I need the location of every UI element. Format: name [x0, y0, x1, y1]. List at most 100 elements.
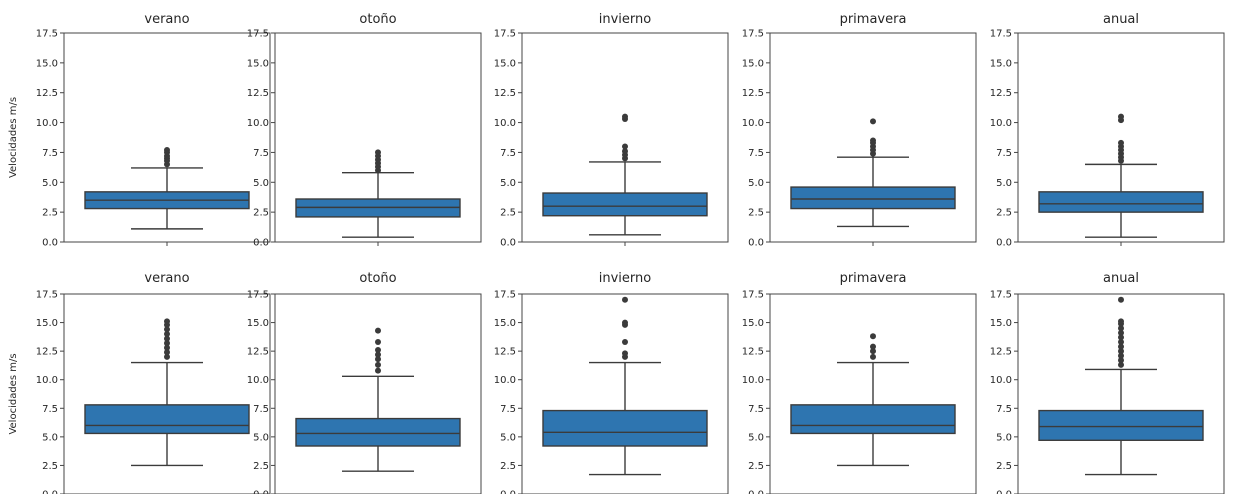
outlier-point	[870, 353, 876, 360]
y-tick-label: 2.5	[996, 461, 1012, 472]
y-tick-label: 2.5	[42, 461, 58, 472]
y-tick-label: 0.0	[42, 238, 58, 249]
box-iqr	[542, 409, 708, 447]
panel-title: verano	[144, 271, 189, 286]
outlier-point	[375, 339, 381, 345]
y-tick-label: 15.0	[990, 318, 1012, 329]
y-tick-label: 10.0	[247, 375, 269, 386]
y-tick-label: 15.0	[742, 318, 764, 329]
y-tick-label: 10.0	[36, 375, 58, 386]
y-tick-label: 0.0	[996, 238, 1012, 249]
y-tick-label: 0.0	[253, 490, 269, 494]
y-tick-label: 2.5	[500, 208, 516, 219]
y-tick-label: 5.0	[748, 178, 764, 189]
outlier-point	[1118, 339, 1124, 345]
outlier-point	[375, 149, 381, 156]
y-tick-label: 2.5	[253, 208, 269, 219]
y-tick-label: 17.5	[36, 290, 58, 301]
outlier-point	[622, 143, 628, 150]
y-tick-label: 15.0	[494, 58, 516, 69]
box-iqr	[542, 192, 708, 217]
panel-title: anual	[1103, 12, 1139, 27]
panel-title: primavera	[840, 271, 907, 286]
box-iqr	[1038, 191, 1204, 213]
y-tick-label: 15.0	[247, 318, 269, 329]
y-tick-label: 12.5	[36, 347, 58, 358]
y-tick-label: 7.5	[748, 404, 764, 415]
y-tick-label: 0.0	[748, 238, 764, 249]
outlier-point	[1118, 329, 1124, 336]
box-iqr	[84, 404, 250, 435]
outlier-point	[870, 137, 876, 144]
outlier-point	[1118, 325, 1124, 332]
outlier-point	[375, 347, 381, 353]
y-tick-label: 5.0	[500, 432, 516, 443]
outlier-point	[164, 326, 170, 333]
y-tick-label: 5.0	[748, 432, 764, 443]
outlier-point	[164, 344, 170, 351]
y-tick-label: 2.5	[253, 461, 269, 472]
y-tick-label: 7.5	[996, 148, 1012, 159]
panel-title: primavera	[840, 12, 907, 27]
y-tick-label: 5.0	[996, 432, 1012, 443]
y-tick-label: 10.0	[742, 118, 764, 129]
y-tick-label: 5.0	[996, 178, 1012, 189]
y-tick-label: 10.0	[36, 118, 58, 129]
outlier-point	[1118, 352, 1124, 359]
y-tick-label: 15.0	[742, 58, 764, 69]
y-tick-label: 17.5	[742, 290, 764, 301]
outlier-point	[1118, 139, 1124, 146]
y-tick-label: 12.5	[36, 88, 58, 99]
outlier-point	[622, 296, 628, 303]
y-tick-label: 12.5	[742, 88, 764, 99]
y-tick-label: 10.0	[742, 375, 764, 386]
y-tick-label: 15.0	[36, 58, 58, 69]
y-tick-label: 17.5	[247, 29, 269, 40]
y-tick-label: 2.5	[42, 208, 58, 219]
y-tick-label: 12.5	[990, 347, 1012, 358]
panel-title: otoño	[359, 12, 396, 27]
box-iqr	[790, 404, 956, 435]
y-tick-label: 5.0	[42, 178, 58, 189]
y-tick-label: 15.0	[494, 318, 516, 329]
y-tick-label: 10.0	[494, 118, 516, 129]
outlier-point	[164, 340, 170, 347]
panel-title: anual	[1103, 271, 1139, 286]
y-tick-label: 5.0	[253, 178, 269, 189]
outlier-point	[1118, 334, 1124, 341]
axes-frame	[274, 293, 482, 494]
outlier-point	[622, 148, 628, 155]
panel-title: verano	[144, 12, 189, 27]
outlier-point	[375, 367, 381, 374]
outlier-point	[164, 353, 170, 360]
outlier-point	[622, 113, 628, 120]
y-tick-label: 2.5	[748, 208, 764, 219]
y-tick-label: 0.0	[253, 238, 269, 249]
outlier-point	[1118, 318, 1124, 325]
y-tick-label: 12.5	[494, 347, 516, 358]
outlier-point	[1118, 296, 1124, 303]
outlier-point	[870, 343, 876, 350]
outlier-point	[164, 147, 170, 154]
y-tick-label: 7.5	[996, 404, 1012, 415]
y-tick-label: 0.0	[748, 490, 764, 494]
y-tick-label: 7.5	[42, 404, 58, 415]
panel-title: invierno	[599, 12, 652, 27]
y-tick-label: 12.5	[990, 88, 1012, 99]
axes-frame	[769, 293, 977, 494]
y-tick-label: 7.5	[253, 148, 269, 159]
y-tick-label: 7.5	[500, 148, 516, 159]
y-tick-label: 17.5	[247, 290, 269, 301]
y-tick-label: 17.5	[494, 29, 516, 40]
y-tick-label: 5.0	[42, 432, 58, 443]
y-tick-label: 17.5	[494, 290, 516, 301]
y-tick-label: 12.5	[742, 347, 764, 358]
y-tick-label: 10.0	[990, 375, 1012, 386]
y-tick-label: 0.0	[42, 490, 58, 494]
outlier-point	[1118, 343, 1124, 350]
outlier-point	[164, 335, 170, 342]
y-tick-label: 15.0	[36, 318, 58, 329]
outlier-point	[375, 351, 381, 358]
y-tick-label: 0.0	[500, 238, 516, 249]
